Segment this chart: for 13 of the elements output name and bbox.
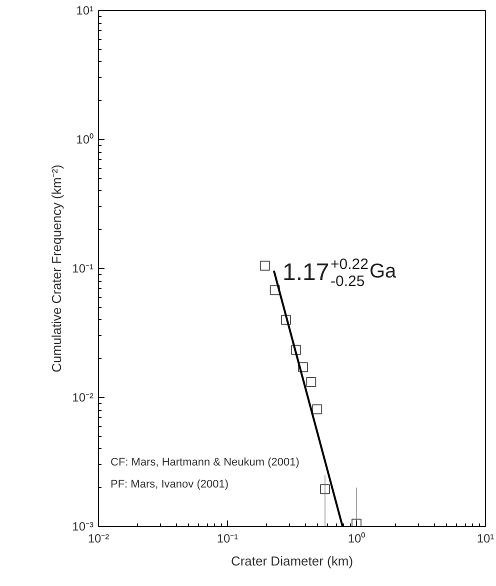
x-tick-label: 10⁻² <box>88 532 110 546</box>
annotation: CF: Mars, Hartmann & Neukum (2001) <box>110 456 300 468</box>
x-tick-label: 10¹ <box>476 532 494 546</box>
x-tick-label: 10⁰ <box>348 532 366 546</box>
y-tick-label: 10⁻² <box>72 390 94 404</box>
y-tick-label: 10⁻³ <box>72 520 94 534</box>
y-tick-label: 10⁰ <box>76 132 94 146</box>
y-tick-label: 10⁻¹ <box>72 262 94 276</box>
x-axis-title: Crater Diameter (km) <box>230 554 354 568</box>
y-tick-label: 10¹ <box>76 4 94 18</box>
annotation: PF: Mars, Ivanov (2001) <box>110 478 228 490</box>
y-axis-title: Cumulative Crater Frequency (km⁻²) <box>49 164 64 372</box>
x-tick-label: 10⁻¹ <box>216 532 238 546</box>
